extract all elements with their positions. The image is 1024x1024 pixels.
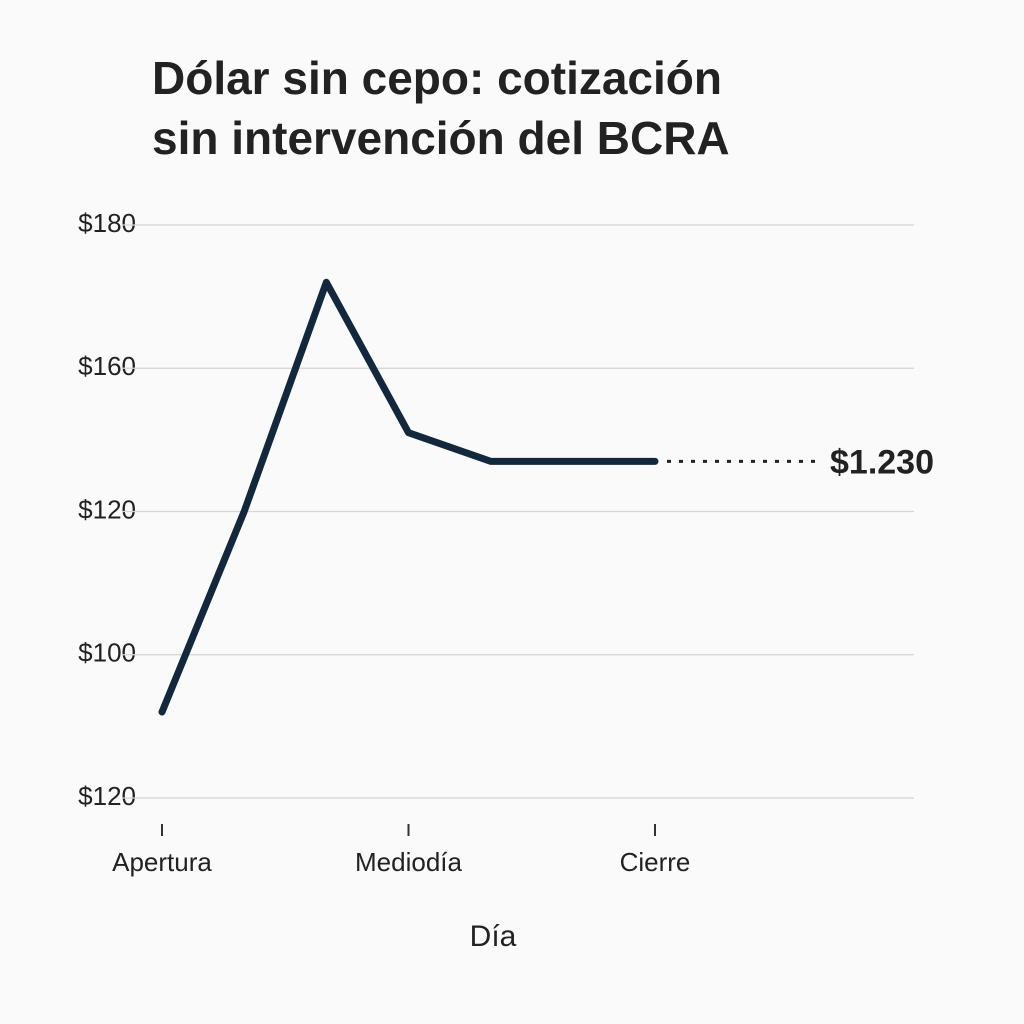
y-tick-label: $180 xyxy=(78,208,136,238)
x-axis-label: Día xyxy=(470,920,517,953)
y-tick-label: $100 xyxy=(78,638,136,668)
y-tick-label: $120 xyxy=(78,494,136,524)
y-tick-label: $120 xyxy=(78,781,136,811)
annotation: $1.230 xyxy=(830,443,934,481)
x-tick-label: Apertura xyxy=(112,847,212,877)
x-tick-label: Cierre xyxy=(620,847,691,877)
line xyxy=(158,278,659,716)
chart-title: sin intervención del BCRA xyxy=(152,112,730,164)
x-tick-label: Mediodía xyxy=(355,847,462,877)
y-tick-label: $160 xyxy=(78,351,136,381)
chart-title: Dólar sin cepo: cotización xyxy=(152,52,722,104)
